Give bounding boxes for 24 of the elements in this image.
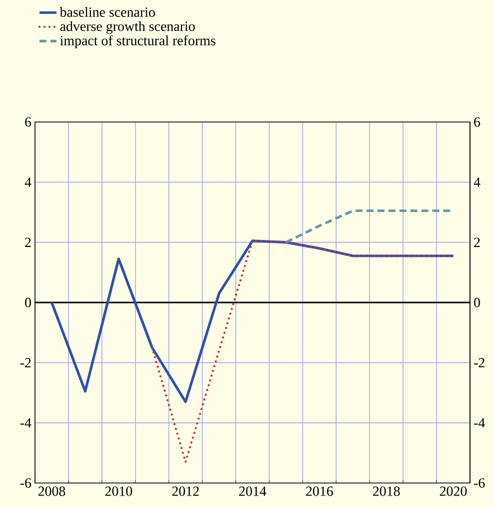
y2-tick-label: -2 <box>474 358 484 368</box>
y2-tick-label: -6 <box>474 478 485 488</box>
y2-tick-label: 0 <box>474 298 480 308</box>
x-tick-label: 2010 <box>105 486 132 496</box>
y-tick-label: -4 <box>20 418 32 428</box>
y-tick-label: 6 <box>25 117 32 127</box>
y-tick-label: -6 <box>20 478 32 488</box>
y-tick-label: 2 <box>25 238 31 247</box>
legend-label: adverse growth scenario <box>60 21 195 34</box>
x-tick-label: 2016 <box>306 486 333 496</box>
x-tick-label: 2012 <box>172 486 199 496</box>
y2-tick-label: 2 <box>474 238 480 247</box>
y-tick-label: -2 <box>20 358 31 368</box>
x-tick-label: 2020 <box>440 486 467 496</box>
x-tick-label: 2008 <box>38 486 66 496</box>
y2-tick-label: 4 <box>474 178 480 187</box>
y-tick-label: 4 <box>24 178 32 187</box>
y2-tick-label: 6 <box>474 117 480 127</box>
y-tick-label: 0 <box>25 298 31 308</box>
legend-label: baseline scenario <box>60 7 155 17</box>
y2-tick-label: -4 <box>474 418 485 428</box>
x-tick-label: 2018 <box>373 486 400 496</box>
x-tick-label: 2014 <box>239 486 266 496</box>
legend-label: impact of structural reforms <box>60 35 216 48</box>
